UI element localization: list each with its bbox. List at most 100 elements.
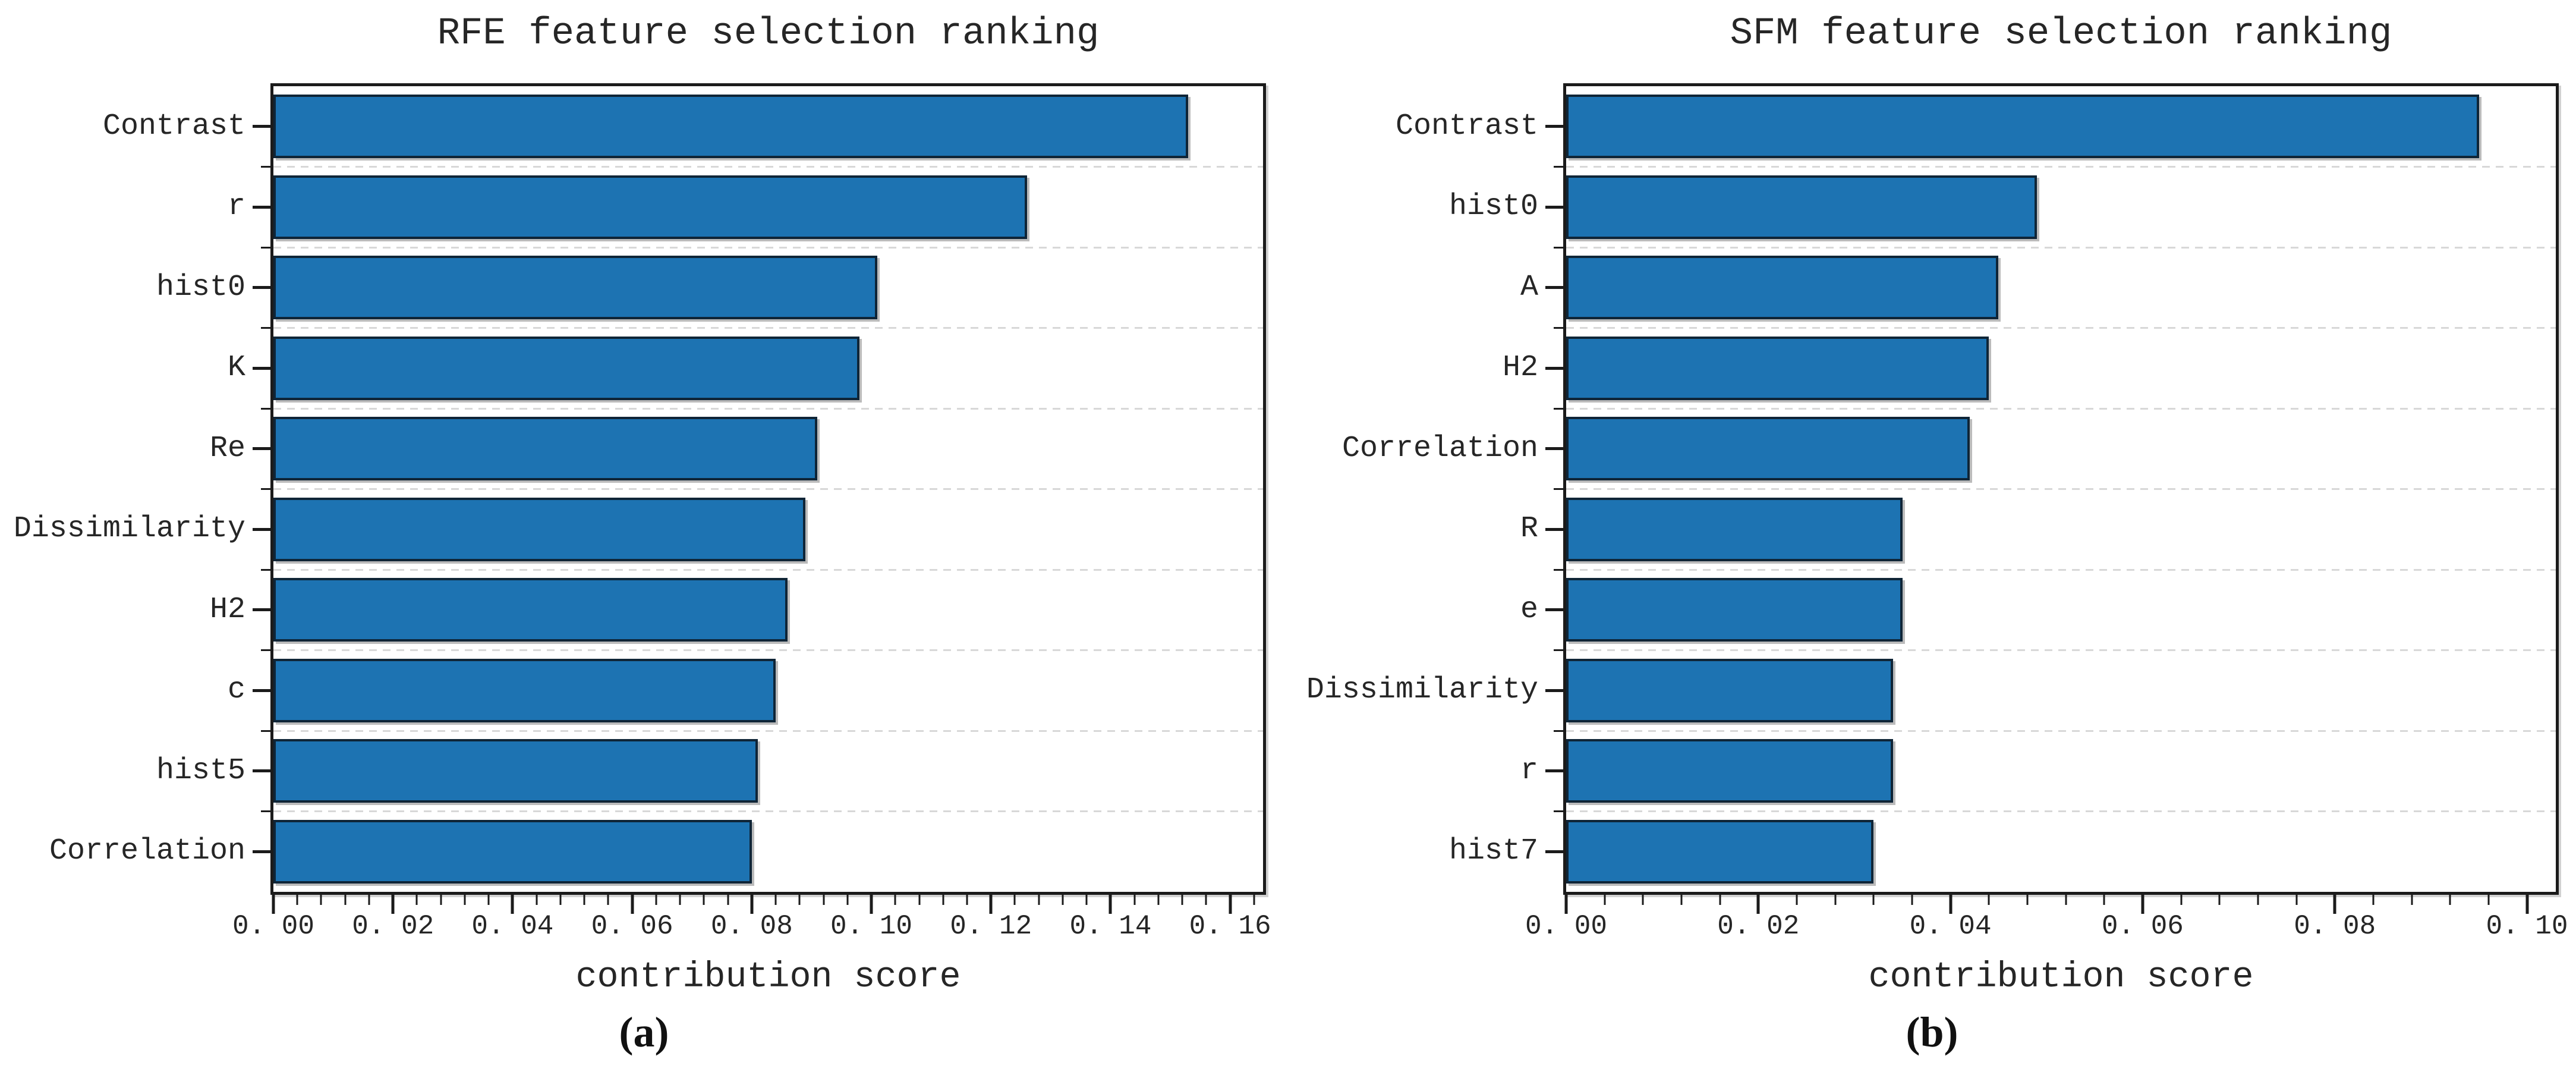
x-major-tick [2141, 895, 2144, 914]
x-minor-tick [296, 895, 298, 905]
x-tick-label: 0. 00 [1525, 911, 1608, 942]
y-major-tick [1545, 366, 1564, 370]
x-minor-tick [2026, 895, 2029, 905]
x-minor-tick [2103, 895, 2105, 905]
bar-R [1566, 497, 1903, 561]
y-minor-tick [1554, 166, 1564, 168]
x-axis-tick-labels: 0. 00 0. 02 0. 04 0. 06 0. 08 0. 10 [1525, 907, 2568, 949]
y-tick-label: Re [209, 431, 245, 466]
gridline [1566, 730, 2556, 732]
x-axis-tick-labels: 0. 00 0. 02 0. 04 0. 06 0. 08 0. 10 0. 12 0. 14… [232, 907, 1271, 949]
x-minor-tick [1680, 895, 1683, 905]
y-tick-label: H2 [1502, 351, 1538, 385]
x-minor-tick [464, 895, 466, 905]
y-minor-tick [261, 488, 271, 490]
y-tick-label: r [227, 190, 245, 224]
chart-title-rfe: RFE feature selection ranking [437, 12, 1100, 55]
bar-A [1566, 256, 1999, 319]
gridline [1566, 488, 2556, 490]
y-major-tick [253, 527, 271, 531]
x-major-tick [870, 895, 873, 914]
x-minor-tick [583, 895, 585, 905]
bar-H2 [1566, 336, 1989, 400]
bar-Contrast [273, 95, 1189, 158]
x-tick-label: 0. 04 [1909, 911, 1992, 942]
x-minor-tick [846, 895, 849, 905]
gridline [273, 649, 1263, 651]
x-tick-label: 0. 10 [2486, 911, 2568, 942]
bar-Re [273, 417, 818, 480]
x-minor-tick [2295, 895, 2298, 905]
x-major-tick [631, 895, 634, 914]
x-minor-tick [1013, 895, 1016, 905]
x-tick-label: 0. 16 [1189, 911, 1271, 942]
x-tick-label: 0. 06 [2101, 911, 2184, 942]
y-major-tick [1545, 850, 1564, 853]
x-tick-label: 0. 06 [591, 911, 673, 942]
x-tick-label: 0. 04 [471, 911, 554, 942]
x-minor-tick [559, 895, 562, 905]
x-axis-title: contribution score [1868, 957, 2254, 998]
bar-Dissimilarity [1566, 658, 1893, 722]
x-minor-tick [2180, 895, 2183, 905]
x-minor-tick [320, 895, 322, 905]
x-minor-tick [2257, 895, 2259, 905]
x-minor-tick [774, 895, 777, 905]
bar-Dissimilarity [273, 497, 806, 561]
gridline [273, 488, 1263, 490]
bar-r [1566, 739, 1893, 803]
plot-area-rfe [253, 83, 1266, 914]
bar-H2 [273, 578, 788, 642]
y-major-tick [253, 608, 271, 612]
x-tick-label: 0. 10 [830, 911, 913, 942]
x-major-tick [1949, 895, 1953, 914]
y-minor-tick [1554, 810, 1564, 812]
y-tick-label: hist0 [1448, 190, 1538, 224]
y-tick-label: Contrast [102, 109, 245, 143]
gridline [1566, 649, 2556, 651]
y-major-tick [253, 366, 271, 370]
x-minor-tick [1038, 895, 1040, 905]
x-tick-label: 0. 02 [1717, 911, 1800, 942]
y-minor-tick [1554, 407, 1564, 410]
y-major-tick [253, 447, 271, 451]
subfigure-caption-a: (a) [619, 1008, 669, 1056]
chart-title-sfm: SFM feature selection ranking [1730, 12, 2392, 55]
y-major-tick [1545, 447, 1564, 451]
x-major-tick [2333, 895, 2336, 914]
x-major-tick [1756, 895, 1760, 914]
x-minor-tick [1085, 895, 1088, 905]
x-minor-tick [487, 895, 490, 905]
x-minor-tick [2065, 895, 2067, 905]
y-minor-tick [261, 327, 271, 329]
y-tick-label: R [1520, 512, 1538, 546]
y-tick-label: A [1520, 270, 1538, 304]
x-tick-label: 0. 08 [2294, 911, 2376, 942]
y-tick-label: hist0 [156, 270, 245, 304]
bar-c [273, 658, 776, 722]
y-tick-label: K [227, 351, 245, 385]
y-major-tick [253, 125, 271, 128]
y-minor-tick [1554, 568, 1564, 571]
x-minor-tick [2372, 895, 2375, 905]
y-minor-tick [1554, 246, 1564, 249]
x-minor-tick [1253, 895, 1255, 905]
gridline [273, 246, 1263, 249]
x-minor-tick [1604, 895, 1606, 905]
y-tick-label: c [227, 673, 245, 708]
y-major-tick [253, 850, 271, 853]
bar-hist7 [1566, 819, 1874, 884]
x-tick-label: 0. 02 [352, 911, 434, 942]
x-minor-tick [823, 895, 825, 905]
gridline [1566, 327, 2556, 329]
y-tick-label: r [1520, 753, 1538, 788]
bar-Contrast [1566, 95, 2479, 158]
y-tick-label: Dissimilarity [1306, 673, 1538, 708]
x-minor-tick [1205, 895, 1207, 905]
y-minor-tick [1554, 327, 1564, 329]
y-tick-label: Contrast [1395, 109, 1538, 143]
x-minor-tick [918, 895, 921, 905]
y-minor-tick [261, 246, 271, 249]
gridline [1566, 246, 2556, 249]
